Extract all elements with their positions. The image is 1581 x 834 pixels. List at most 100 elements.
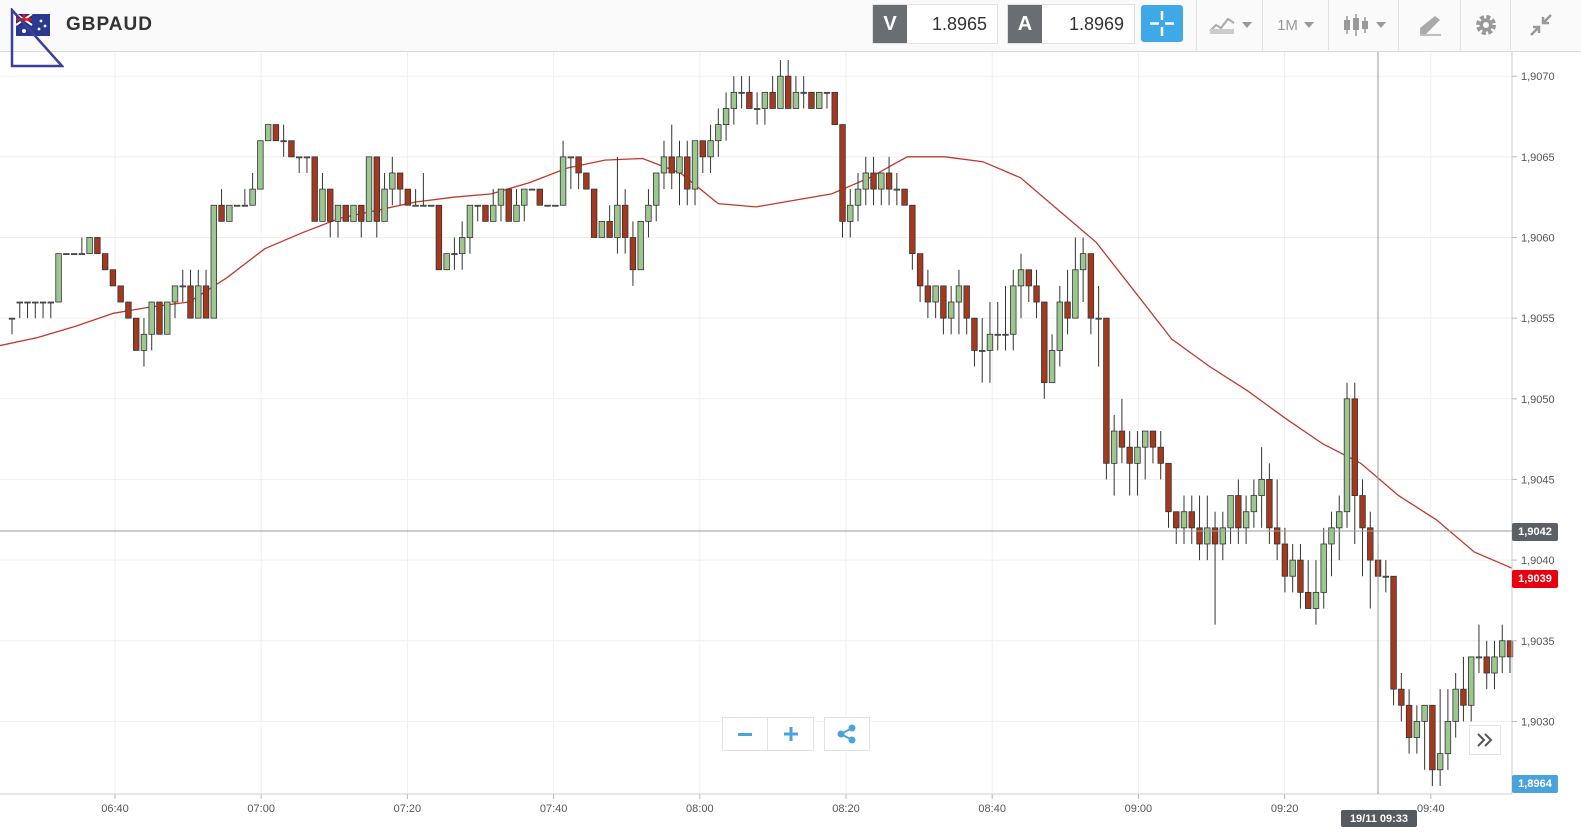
zoom-out-button[interactable] — [722, 717, 768, 751]
candle — [1499, 624, 1506, 674]
candle — [536, 188, 543, 206]
candle — [513, 189, 520, 222]
candle-body — [963, 285, 970, 319]
candle-body — [350, 204, 357, 222]
candle — [746, 76, 753, 109]
candle — [1056, 285, 1064, 367]
candle — [156, 301, 163, 335]
candle-body — [109, 269, 117, 287]
chart-type-button[interactable] — [1196, 0, 1262, 50]
candle-body — [1351, 398, 1358, 496]
corner-marker-icon — [10, 8, 64, 68]
candle — [1149, 430, 1157, 464]
chart-type-icon — [1208, 17, 1235, 34]
candle — [1017, 253, 1025, 319]
candle — [1010, 269, 1017, 351]
candle — [280, 124, 287, 157]
buy-price-button[interactable]: A 1.8969 — [1007, 4, 1135, 44]
candle — [404, 188, 412, 206]
candle — [1506, 640, 1514, 674]
candle — [94, 237, 101, 255]
candle — [1103, 317, 1110, 480]
candle-body — [1367, 527, 1374, 561]
candle — [1281, 527, 1289, 593]
candle-body — [404, 188, 412, 206]
candle-body — [932, 285, 939, 303]
candle-body — [722, 108, 730, 125]
candle — [32, 301, 39, 319]
candle — [1048, 334, 1056, 384]
crosshair-button[interactable] — [1141, 5, 1183, 42]
candle — [839, 124, 846, 238]
draw-icon — [1419, 16, 1441, 36]
candle — [490, 189, 497, 222]
candle-body — [272, 124, 280, 142]
candle-body — [1444, 721, 1452, 755]
candle — [435, 204, 443, 271]
candle — [870, 156, 877, 206]
candles-button[interactable] — [1328, 0, 1398, 50]
candle — [653, 172, 660, 222]
candle-body — [16, 301, 23, 304]
candle — [1235, 479, 1242, 544]
sell-price-button[interactable]: V 1.8965 — [872, 4, 998, 44]
candle — [792, 76, 800, 109]
settings-button[interactable] — [1460, 0, 1510, 50]
candle-body — [947, 301, 955, 319]
candle — [249, 172, 256, 206]
candle-body — [769, 91, 776, 109]
candle-body — [156, 301, 163, 335]
candle-body — [47, 301, 55, 304]
candle — [606, 205, 613, 238]
candle-body — [202, 285, 210, 319]
candle — [342, 204, 349, 222]
candle — [1033, 269, 1040, 319]
candle-body — [1103, 317, 1110, 464]
gear-icon — [1475, 15, 1496, 35]
candle — [916, 253, 924, 303]
candle — [955, 269, 963, 335]
x-tick-label: 07:00 — [247, 803, 275, 815]
y-tick-label: 1,9040 — [1521, 555, 1555, 567]
candle — [1250, 479, 1258, 528]
candle-body — [435, 204, 443, 271]
zoom-in-button[interactable] — [768, 717, 814, 751]
candle-body — [940, 285, 947, 319]
timeframe-button[interactable]: 1M — [1262, 0, 1328, 50]
candle — [257, 140, 264, 190]
candle — [311, 156, 318, 222]
candle — [1460, 656, 1467, 722]
candle — [583, 172, 590, 190]
candle-body — [132, 317, 140, 351]
y-tick-label: 1,9065 — [1521, 152, 1555, 164]
x-tick-label: 07:20 — [394, 803, 422, 815]
candle-body — [420, 204, 427, 207]
candle-body — [1149, 430, 1157, 448]
scroll-right-button[interactable] — [1469, 725, 1501, 755]
candle-body — [528, 188, 536, 191]
candle-body — [823, 91, 831, 94]
y-tick-label: 1,9050 — [1521, 394, 1555, 406]
candle — [1126, 431, 1133, 496]
candle — [544, 204, 551, 207]
draw-tools-button[interactable] — [1398, 0, 1460, 50]
candle — [389, 156, 396, 206]
candle-body — [451, 253, 458, 256]
candle — [598, 220, 606, 238]
candle — [684, 140, 691, 206]
candle — [358, 204, 365, 238]
candle-body — [443, 253, 450, 271]
candle — [39, 301, 47, 319]
share-button[interactable] — [824, 717, 870, 751]
price-chart[interactable]: 1,9030 1,9035 1,9040 1,9045 1,9050 1,9055 1,90… — [0, 52, 1581, 834]
candle-body — [1227, 495, 1234, 529]
last-price-label: 1,9039 — [1512, 570, 1558, 588]
candle — [730, 76, 738, 125]
candle — [823, 91, 831, 109]
candle-body — [1196, 527, 1203, 545]
candle-body — [1297, 559, 1304, 593]
candle-body — [1343, 398, 1351, 513]
candle-body — [691, 140, 699, 190]
collapse-button[interactable] — [1510, 0, 1570, 50]
candle — [1110, 414, 1118, 496]
